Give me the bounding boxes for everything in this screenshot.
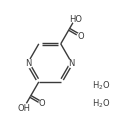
Text: H$_2$O: H$_2$O (92, 98, 111, 110)
Text: H$_2$O: H$_2$O (92, 80, 111, 92)
Text: O: O (38, 99, 45, 108)
Text: O: O (77, 32, 84, 41)
Text: OH: OH (17, 104, 30, 113)
Text: HO: HO (69, 15, 82, 24)
Text: N: N (68, 59, 75, 68)
Text: N: N (25, 59, 31, 68)
